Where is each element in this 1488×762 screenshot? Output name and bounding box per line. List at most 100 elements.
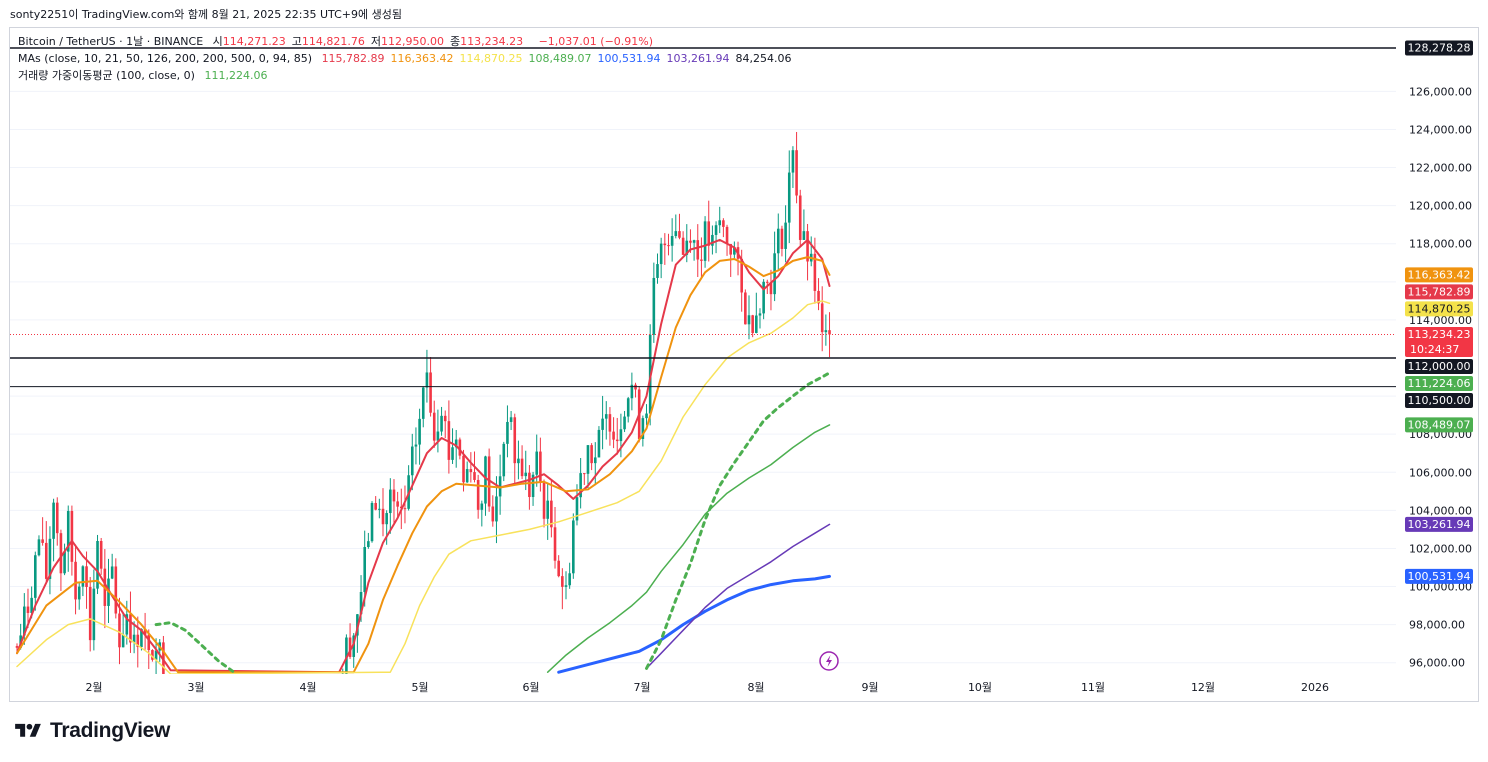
- candle[interactable]: [140, 628, 143, 651]
- candle[interactable]: [443, 410, 447, 439]
- price-label[interactable]: 111,224.06: [1405, 375, 1473, 391]
- candle[interactable]: [528, 465, 531, 510]
- price-label[interactable]: 112,000.00: [1405, 358, 1473, 374]
- candle[interactable]: [352, 633, 356, 668]
- candle[interactable]: [798, 189, 802, 248]
- candle[interactable]: [367, 532, 370, 549]
- candle[interactable]: [604, 401, 608, 440]
- candle[interactable]: [498, 454, 502, 515]
- candle[interactable]: [711, 225, 714, 255]
- candle[interactable]: [809, 236, 813, 267]
- candle[interactable]: [34, 551, 37, 611]
- candle[interactable]: [92, 569, 96, 651]
- candle[interactable]: [656, 253, 659, 284]
- candle[interactable]: [736, 241, 740, 276]
- price-label[interactable]: 113,234.23 10:24:37: [1405, 326, 1473, 357]
- price-label[interactable]: 128,278.28: [1405, 40, 1473, 56]
- candle[interactable]: [378, 498, 381, 519]
- candle[interactable]: [143, 612, 147, 650]
- candle[interactable]: [99, 537, 103, 575]
- candle[interactable]: [66, 505, 70, 572]
- price-label[interactable]: 116,363.42: [1405, 267, 1473, 283]
- candle[interactable]: [593, 442, 597, 486]
- candle[interactable]: [147, 629, 151, 670]
- candle[interactable]: [447, 400, 451, 474]
- candle[interactable]: [421, 386, 425, 428]
- candle[interactable]: [44, 521, 48, 584]
- candle[interactable]: [703, 216, 707, 268]
- price-label[interactable]: 110,500.00: [1405, 392, 1473, 408]
- candle[interactable]: [440, 406, 443, 436]
- candle[interactable]: [572, 513, 575, 579]
- candle[interactable]: [612, 417, 615, 449]
- candle[interactable]: [630, 372, 634, 411]
- candle[interactable]: [48, 526, 52, 595]
- candle[interactable]: [469, 452, 473, 483]
- candle[interactable]: [74, 544, 77, 615]
- candle[interactable]: [52, 498, 55, 562]
- candle[interactable]: [615, 417, 619, 455]
- candle[interactable]: [659, 237, 663, 279]
- price-label[interactable]: 103,261.94: [1405, 516, 1473, 532]
- candle[interactable]: [557, 555, 560, 578]
- candle[interactable]: [550, 480, 553, 538]
- candle[interactable]: [696, 224, 700, 278]
- candle[interactable]: [634, 382, 637, 398]
- candle[interactable]: [590, 443, 593, 471]
- price-label[interactable]: 108,489.07: [1405, 417, 1473, 433]
- candle[interactable]: [762, 279, 765, 320]
- candle[interactable]: [626, 396, 630, 423]
- candle[interactable]: [700, 237, 703, 280]
- candle[interactable]: [41, 517, 44, 546]
- candle[interactable]: [597, 426, 601, 458]
- candle[interactable]: [692, 239, 696, 261]
- candle[interactable]: [370, 501, 374, 543]
- candle[interactable]: [670, 218, 674, 262]
- candle[interactable]: [601, 395, 604, 450]
- candle[interactable]: [776, 213, 780, 270]
- candle[interactable]: [517, 440, 520, 480]
- candle[interactable]: [755, 292, 758, 334]
- candle[interactable]: [520, 445, 524, 480]
- candle[interactable]: [55, 497, 59, 546]
- candle[interactable]: [641, 415, 645, 447]
- symbol-name[interactable]: Bitcoin / TetherUS · 1날 · BINANCE: [18, 35, 204, 48]
- candle[interactable]: [392, 479, 396, 524]
- candle[interactable]: [681, 231, 685, 255]
- candle[interactable]: [619, 413, 623, 458]
- candle[interactable]: [403, 485, 407, 524]
- price-label[interactable]: 115,782.89: [1405, 284, 1473, 300]
- vwma-label[interactable]: 거래량 가중이동평균 (100, close, 0): [18, 69, 195, 82]
- candle[interactable]: [26, 588, 30, 628]
- price-label[interactable]: 114,870.25: [1405, 301, 1473, 317]
- candle[interactable]: [77, 581, 81, 610]
- tradingview-logo[interactable]: TradingView: [12, 719, 170, 743]
- candle[interactable]: [121, 612, 125, 648]
- candle[interactable]: [502, 441, 506, 482]
- candle[interactable]: [451, 428, 454, 464]
- candle[interactable]: [96, 534, 99, 595]
- candle[interactable]: [652, 262, 656, 343]
- candle[interactable]: [678, 213, 681, 240]
- candle[interactable]: [491, 495, 495, 527]
- candle[interactable]: [381, 488, 385, 537]
- candle[interactable]: [674, 214, 678, 239]
- candle[interactable]: [410, 433, 414, 491]
- candle[interactable]: [802, 209, 806, 240]
- candle[interactable]: [81, 565, 85, 597]
- candle[interactable]: [747, 295, 751, 340]
- candle[interactable]: [114, 558, 118, 619]
- candle[interactable]: [586, 445, 590, 488]
- candle[interactable]: [59, 529, 63, 591]
- candle[interactable]: [714, 221, 718, 254]
- lightning-icon[interactable]: [819, 651, 839, 671]
- candle[interactable]: [432, 400, 436, 448]
- candle[interactable]: [744, 289, 747, 325]
- candle[interactable]: [110, 553, 114, 580]
- candle[interactable]: [37, 535, 41, 557]
- candle[interactable]: [88, 576, 92, 652]
- candle[interactable]: [583, 473, 586, 485]
- candle[interactable]: [667, 233, 670, 256]
- candle[interactable]: [414, 427, 418, 465]
